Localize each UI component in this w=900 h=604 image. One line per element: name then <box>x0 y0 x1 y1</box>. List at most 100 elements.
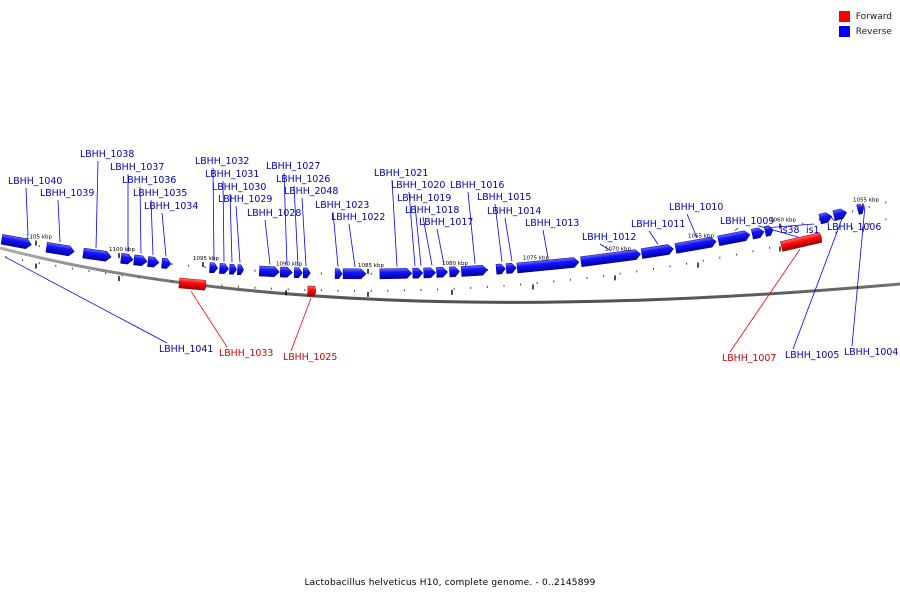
gene-lbhh-1038[interactable] <box>82 247 112 262</box>
gene-lbhh-1035[interactable] <box>147 256 160 268</box>
gene-lbhh-1012[interactable] <box>580 249 641 267</box>
gene-arrow-lbhh-1039 <box>45 242 75 257</box>
gene-lbhh-1015[interactable] <box>495 263 506 275</box>
gene-lbhh-1010[interactable] <box>674 236 717 254</box>
gene-label-lbhh-1035[interactable]: LBHH_1035 <box>133 188 187 199</box>
gene-label-lbhh-1016[interactable]: LBHH_1016 <box>450 180 504 191</box>
gene-arrow-lbhh-1021 <box>379 268 413 280</box>
gene-label-lbhh-1017[interactable]: LBHH_1017 <box>419 217 473 228</box>
gene-arrow-lbhh-1009 <box>717 230 751 247</box>
gene-label-lbhh-1007[interactable]: LBHH_1007 <box>722 353 776 364</box>
gene-lbhh-1004[interactable] <box>856 203 865 215</box>
gene-lbhh-1019[interactable] <box>423 267 437 279</box>
gene-label-lbhh-1034[interactable]: LBHH_1034 <box>144 201 198 212</box>
gene-label-lbhh-1040[interactable]: LBHH_1040 <box>8 176 62 187</box>
gene-label-lbhh-1023[interactable]: LBHH_1023 <box>315 200 369 211</box>
gene-lbhh-2048[interactable] <box>302 267 311 279</box>
leader-lbhh-1004 <box>851 205 866 347</box>
gene-label-lbhh-1031[interactable]: LBHH_1031 <box>205 169 259 180</box>
gene-arrow-lbhh-1026 <box>293 267 303 278</box>
gene-label-lbhh-1026[interactable]: LBHH_1026 <box>276 174 330 185</box>
gene-lbhh-1020[interactable] <box>412 267 424 279</box>
gene-lbhh-1005[interactable] <box>832 208 848 221</box>
gene-label-lbhh-1012[interactable]: LBHH_1012 <box>582 232 636 243</box>
gene-label-lbhh-1033[interactable]: LBHH_1033 <box>219 348 273 359</box>
gene-lbhh-1017[interactable] <box>449 266 460 278</box>
gene-arrow-lbhh-1032 <box>209 262 219 274</box>
gene-label-lbhh-1039[interactable]: LBHH_1039 <box>40 188 94 199</box>
gene-arrow-lbhh-1038 <box>82 247 112 262</box>
legend-item-forward: Forward <box>838 9 892 24</box>
gene-label-lbhh-1018[interactable]: LBHH_1018 <box>405 205 459 216</box>
gene-lbhh-1030[interactable] <box>229 263 237 275</box>
gene-lbhh-1034[interactable] <box>161 257 172 269</box>
gene-lbhh-1027[interactable] <box>279 266 293 278</box>
gene-is1[interactable] <box>763 225 774 237</box>
gene-label-lbhh-1037[interactable]: LBHH_1037 <box>110 162 164 173</box>
gene-label-is1[interactable]: is1 <box>806 225 819 236</box>
gene-lbhh-1007[interactable] <box>780 232 822 252</box>
gene-label-lbhh-1011[interactable]: LBHH_1011 <box>631 219 685 230</box>
gene-arrow-lbhh-1023 <box>334 268 343 279</box>
gene-label-lbhh-1004[interactable]: LBHH_1004 <box>844 347 898 358</box>
gene-arrow-lbhh-1018 <box>436 267 448 278</box>
leader-lbhh-1009 <box>734 227 739 231</box>
gene-label-lbhh-1013[interactable]: LBHH_1013 <box>525 218 579 229</box>
leader-lbhh-1019 <box>414 204 422 266</box>
scale-tick-label: 1070 kbp <box>605 246 631 252</box>
gene-lbhh-1040[interactable] <box>0 234 32 249</box>
reverse-swatch-icon <box>838 26 850 37</box>
gene-lbhh-1036[interactable] <box>133 254 148 267</box>
gene-label-lbhh-1021[interactable]: LBHH_1021 <box>374 168 428 179</box>
gene-lbhh-1026[interactable] <box>293 267 303 278</box>
gene-lbhh-1037[interactable] <box>120 253 134 265</box>
gene-is38[interactable] <box>750 227 765 240</box>
gene-label-is38[interactable]: is38 <box>780 225 799 236</box>
gene-label-lbhh-1022[interactable]: LBHH_1022 <box>331 212 385 223</box>
gene-lbhh-1025[interactable] <box>307 285 317 297</box>
gene-label-lbhh-1025[interactable]: LBHH_1025 <box>283 352 337 363</box>
gene-lbhh-1033[interactable] <box>178 277 207 291</box>
gene-label-lbhh-1019[interactable]: LBHH_1019 <box>397 193 451 204</box>
gene-lbhh-1032[interactable] <box>209 262 219 274</box>
gene-lbhh-1029[interactable] <box>237 264 244 276</box>
gene-label-lbhh-1029[interactable]: LBHH_1029 <box>218 194 272 205</box>
gene-lbhh-1013[interactable] <box>516 257 580 274</box>
gene-lbhh-1009[interactable] <box>717 230 751 247</box>
gene-label-lbhh-1020[interactable]: LBHH_1020 <box>391 180 445 191</box>
leader-lbhh-1041 <box>4 256 168 344</box>
gene-arrow-lbhh-1007 <box>780 232 822 252</box>
gene-label-lbhh-1032[interactable]: LBHH_1032 <box>195 156 249 167</box>
leader-lbhh-1020 <box>408 191 416 267</box>
gene-lbhh-1018[interactable] <box>436 267 448 278</box>
gene-lbhh-1028[interactable] <box>258 265 280 277</box>
gene-label-lbhh-1038[interactable]: LBHH_1038 <box>80 149 134 160</box>
gene-label-lbhh-1041[interactable]: LBHH_1041 <box>159 344 213 355</box>
gene-lbhh-1031[interactable] <box>219 263 229 274</box>
gene-lbhh-1022[interactable] <box>342 268 367 280</box>
gene-lbhh-1039[interactable] <box>45 242 75 257</box>
gene-lbhh-1021[interactable] <box>379 268 413 280</box>
gene-lbhh-1016[interactable] <box>460 264 488 277</box>
gene-label-lbhh-1036[interactable]: LBHH_1036 <box>122 175 176 186</box>
gene-arrow-lbhh-1028 <box>258 265 280 277</box>
forward-swatch-icon <box>838 11 850 22</box>
gene-label-lbhh-1028[interactable]: LBHH_1028 <box>247 208 301 219</box>
gene-lbhh-1006[interactable] <box>818 211 833 225</box>
gene-label-lbhh-1005[interactable]: LBHH_1005 <box>785 350 839 361</box>
gene-label-lbhh-1009[interactable]: LBHH_1009 <box>720 216 774 227</box>
gene-label-lbhh-1014[interactable]: LBHH_1014 <box>487 206 541 217</box>
gene-lbhh-1014[interactable] <box>505 262 517 274</box>
gene-lbhh-1011[interactable] <box>640 244 674 259</box>
scale-tick-label: 1055 kbp <box>853 198 879 204</box>
gene-lbhh-1023[interactable] <box>334 268 343 279</box>
gene-arrow-lbhh-1015 <box>495 263 506 275</box>
gene-label-lbhh-2048[interactable]: LBHH_2048 <box>284 186 338 197</box>
gene-label-lbhh-1006[interactable]: LBHH_1006 <box>827 222 881 233</box>
gene-label-lbhh-1015[interactable]: LBHH_1015 <box>477 192 531 203</box>
gene-label-lbhh-1027[interactable]: LBHH_1027 <box>266 161 320 172</box>
gene-label-lbhh-1030[interactable]: LBHH_1030 <box>212 182 266 193</box>
gene-label-lbhh-1010[interactable]: LBHH_1010 <box>669 202 723 213</box>
